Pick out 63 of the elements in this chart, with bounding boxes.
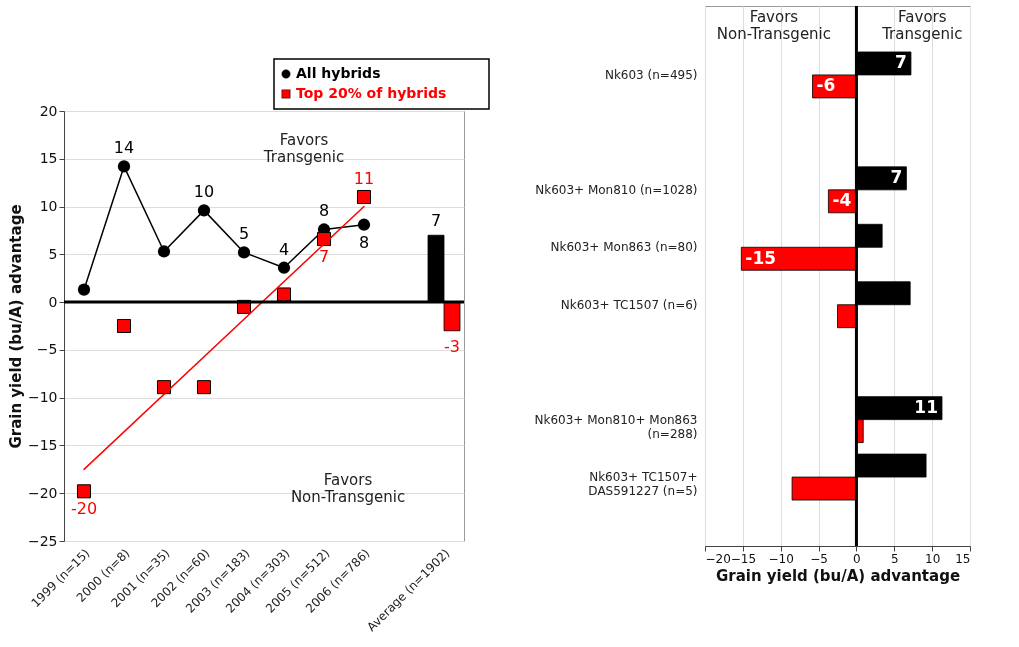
x-tick-label: 15 (955, 551, 971, 566)
point (77, 283, 91, 296)
y-tick-label: 0 (48, 293, 58, 310)
annotation: Favors Non-Transgenic (290, 471, 406, 506)
point (156, 380, 172, 395)
point (157, 245, 171, 258)
y-tick-label: −5 (36, 341, 58, 358)
y-tick-label: Nk603+ Mon863 (n=80) (550, 240, 698, 255)
point (316, 232, 332, 247)
point (356, 189, 372, 205)
x-tick-label: 5 (890, 551, 899, 566)
y-tick-label: 20 (39, 102, 58, 119)
y-tick-label: Nk603 (n=495) (604, 67, 698, 82)
annotation: Favors Transgenic (262, 131, 345, 166)
y-tick-label: Nk603+ Mon810+ Mon863 (n=288) (534, 412, 698, 441)
y-tick-label: −10 (27, 389, 58, 406)
y-tick-label: −25 (27, 532, 58, 549)
x-tick-label: −5 (810, 551, 828, 566)
y-tick-label: Nk603+ TC1507 (n=6) (560, 297, 698, 312)
x-tick-label: 10 (925, 551, 941, 566)
data-label: 14 (113, 138, 135, 158)
y-tick-label: 10 (39, 198, 58, 215)
x-tick-label: −10 (768, 551, 794, 566)
y-tick-label: −20 (27, 484, 58, 501)
y-tick-label: −15 (27, 436, 58, 453)
x-tick-label: −20 (705, 551, 731, 566)
point (276, 287, 292, 302)
data-label: 11 (353, 169, 375, 188)
data-label: 7 (430, 211, 442, 231)
data-label: 8 (318, 201, 330, 221)
y-tick-label: Nk603+ TC1507+ DAS591227 (n=5) (588, 470, 698, 499)
data-label: -6 (816, 75, 836, 96)
legend-label: All hybrids (296, 65, 381, 81)
x-tick-label: −15 (730, 551, 757, 566)
data-label: -20 (70, 499, 98, 519)
data-label: 10 (193, 182, 215, 202)
data-label: 5 (238, 224, 250, 244)
data-label: 7 (890, 167, 903, 188)
x-tick-label: 0 (853, 551, 861, 566)
data-label: 11 (914, 397, 938, 418)
point (196, 380, 212, 395)
point (116, 318, 132, 334)
data-label: 7 (895, 52, 907, 73)
y-tick-label: 15 (39, 150, 58, 167)
point (117, 160, 131, 173)
annotation: Favors Non-Transgenic (716, 8, 832, 43)
data-label: -3 (444, 336, 460, 356)
annotation: Favors Transgenic (881, 8, 963, 43)
y-tick-label: 5 (48, 245, 58, 262)
x-axis-title: Grain yield (bu/A) advantage (715, 566, 961, 585)
data-label: -4 (832, 190, 852, 211)
legend-label: Top 20% of hybrids (296, 85, 447, 101)
data-label: -15 (745, 247, 777, 268)
point (76, 484, 92, 499)
y-axis-title: Grain yield (bu/A) advantage (6, 204, 25, 449)
data-label: 4 (278, 239, 290, 259)
data-label: 8 (358, 232, 370, 252)
point (197, 204, 211, 217)
point (357, 218, 371, 231)
y-tick-label: Nk603+ Mon810 (n=1028) (535, 182, 698, 197)
point (277, 261, 291, 274)
data-label: 7 (318, 247, 330, 267)
point (237, 246, 251, 259)
